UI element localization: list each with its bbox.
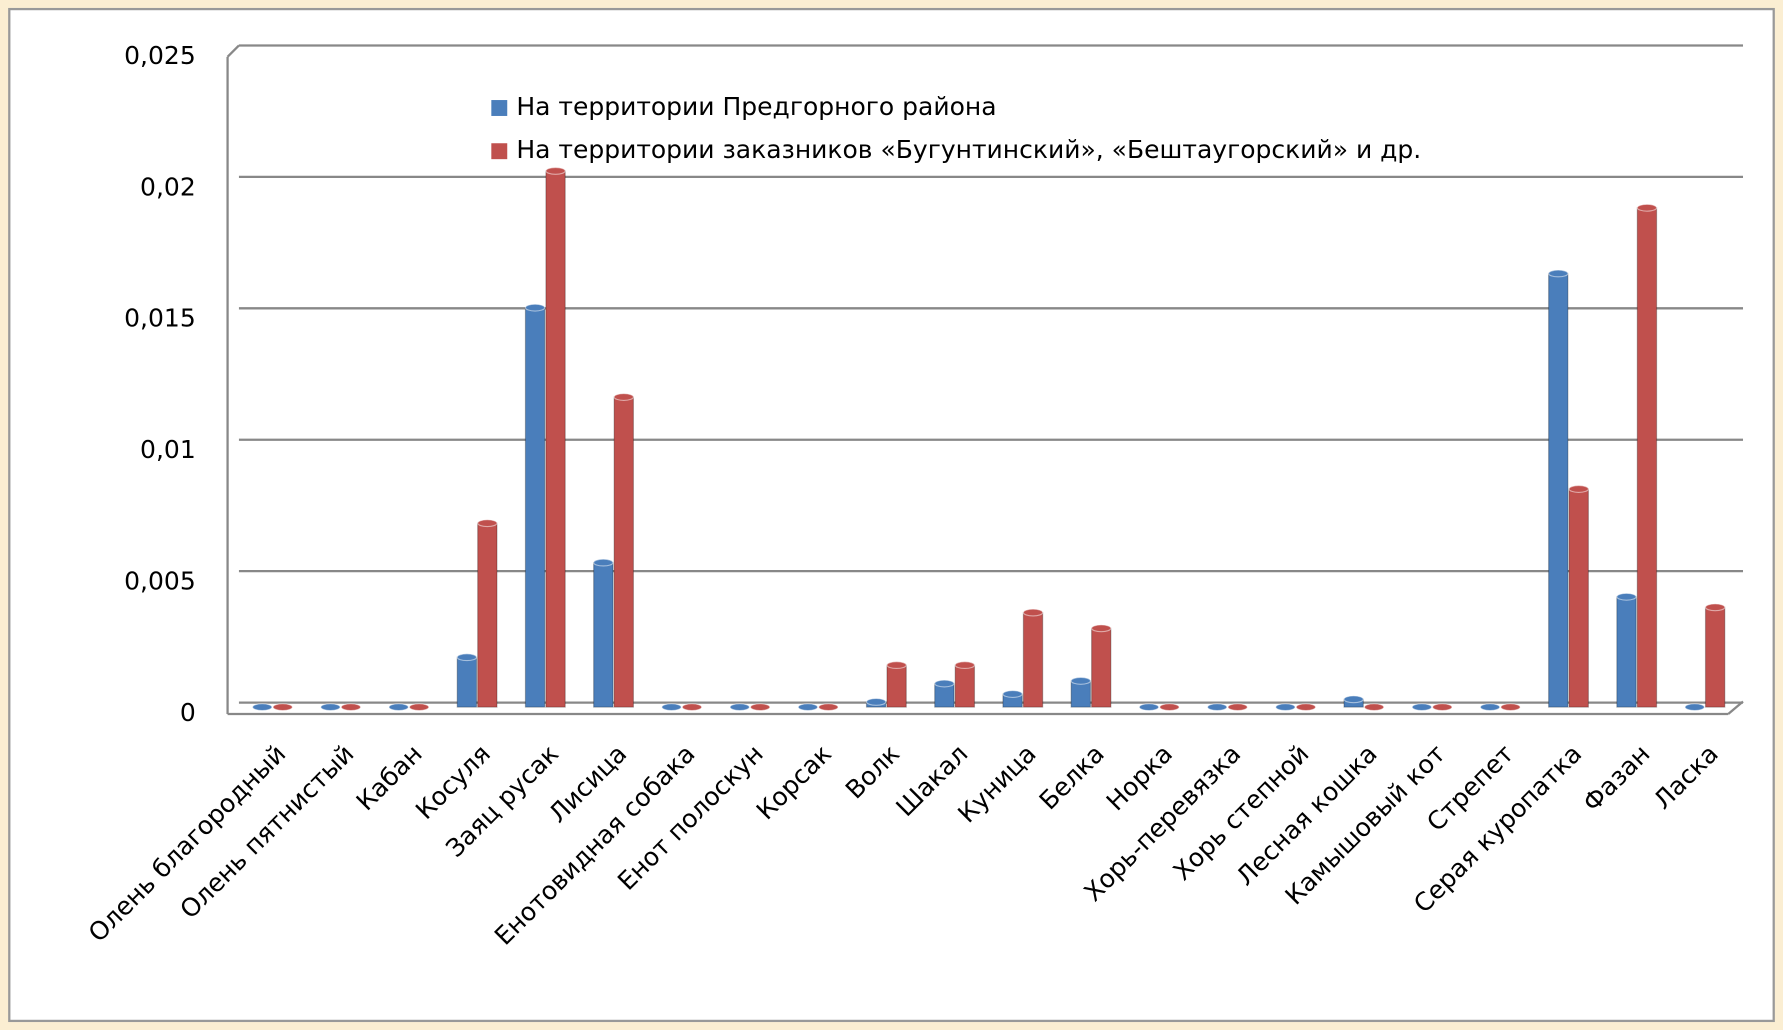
bar-cap bbox=[320, 703, 341, 712]
bar bbox=[1022, 611, 1044, 708]
bar-cap bbox=[818, 703, 839, 712]
bar bbox=[1568, 488, 1589, 708]
bar bbox=[1636, 207, 1658, 708]
bar bbox=[886, 664, 907, 708]
bar-cap bbox=[865, 697, 887, 706]
bar-cap bbox=[1548, 269, 1569, 278]
bar bbox=[954, 664, 976, 708]
bar bbox=[1704, 606, 1726, 708]
bar bbox=[1616, 596, 1637, 708]
bar-cap bbox=[797, 703, 819, 712]
bar-cap bbox=[388, 703, 409, 712]
bar-cap bbox=[1343, 695, 1364, 704]
bar-cap bbox=[1411, 703, 1433, 712]
bar-cap bbox=[954, 661, 976, 670]
bar-cap bbox=[1432, 703, 1453, 712]
bar-cap bbox=[1138, 703, 1160, 712]
bar bbox=[613, 396, 635, 708]
bar-cap bbox=[1500, 703, 1521, 712]
bar-cap bbox=[1091, 624, 1112, 633]
y-tick-label: 0,025 bbox=[124, 41, 196, 70]
bar bbox=[1548, 272, 1569, 708]
bar-cap bbox=[729, 703, 750, 712]
bar-cap bbox=[456, 653, 478, 662]
bar-cap bbox=[477, 519, 498, 528]
legend-label: На территории Предгорного района bbox=[516, 92, 996, 121]
y-tick-label: 0,005 bbox=[124, 567, 196, 596]
bar-cap bbox=[1022, 608, 1044, 617]
y-tick-label: 0,01 bbox=[140, 435, 196, 464]
bar bbox=[1091, 627, 1112, 708]
bar-cap bbox=[613, 392, 635, 401]
bar-cap bbox=[1070, 676, 1092, 685]
bar-cap bbox=[886, 661, 907, 670]
bar bbox=[456, 656, 478, 708]
bar-cap bbox=[1684, 703, 1705, 712]
bar-cap bbox=[1568, 484, 1589, 493]
bar-cap bbox=[593, 558, 614, 567]
legend-swatch bbox=[491, 143, 508, 160]
y-tick-label: 0,015 bbox=[124, 304, 196, 333]
bar-cap bbox=[545, 166, 566, 175]
bar bbox=[545, 170, 566, 708]
bar-cap bbox=[340, 703, 362, 712]
bar-cap bbox=[1636, 203, 1658, 212]
y-tick-label: 0 bbox=[180, 698, 196, 727]
bar-cap bbox=[1275, 703, 1296, 712]
bar bbox=[593, 561, 614, 708]
legend-swatch bbox=[491, 100, 508, 116]
bar-cap bbox=[1704, 603, 1726, 612]
bar-cap bbox=[1159, 703, 1180, 712]
bar-cap bbox=[1227, 703, 1248, 712]
bar bbox=[477, 522, 498, 708]
bar-cap bbox=[749, 703, 771, 712]
bar-cap bbox=[408, 703, 430, 712]
bar-cap bbox=[1479, 703, 1501, 712]
y-tick-label: 0,02 bbox=[140, 172, 196, 201]
bar-cap bbox=[524, 303, 546, 312]
bar-cap bbox=[681, 703, 703, 712]
bar-cap bbox=[252, 703, 273, 712]
bar-cap bbox=[1206, 703, 1228, 712]
bar-cap bbox=[1295, 703, 1317, 712]
bar bbox=[524, 307, 546, 708]
bar-cap bbox=[934, 679, 955, 688]
bar-cap bbox=[661, 703, 682, 712]
axis-corner bbox=[226, 44, 240, 58]
bar-cap bbox=[1002, 690, 1023, 698]
bar-cap bbox=[1616, 592, 1637, 601]
bar-cap bbox=[1363, 703, 1385, 712]
bar-cap bbox=[272, 703, 293, 712]
legend-label: На территории заказников «Бугунтинский»,… bbox=[516, 135, 1421, 164]
